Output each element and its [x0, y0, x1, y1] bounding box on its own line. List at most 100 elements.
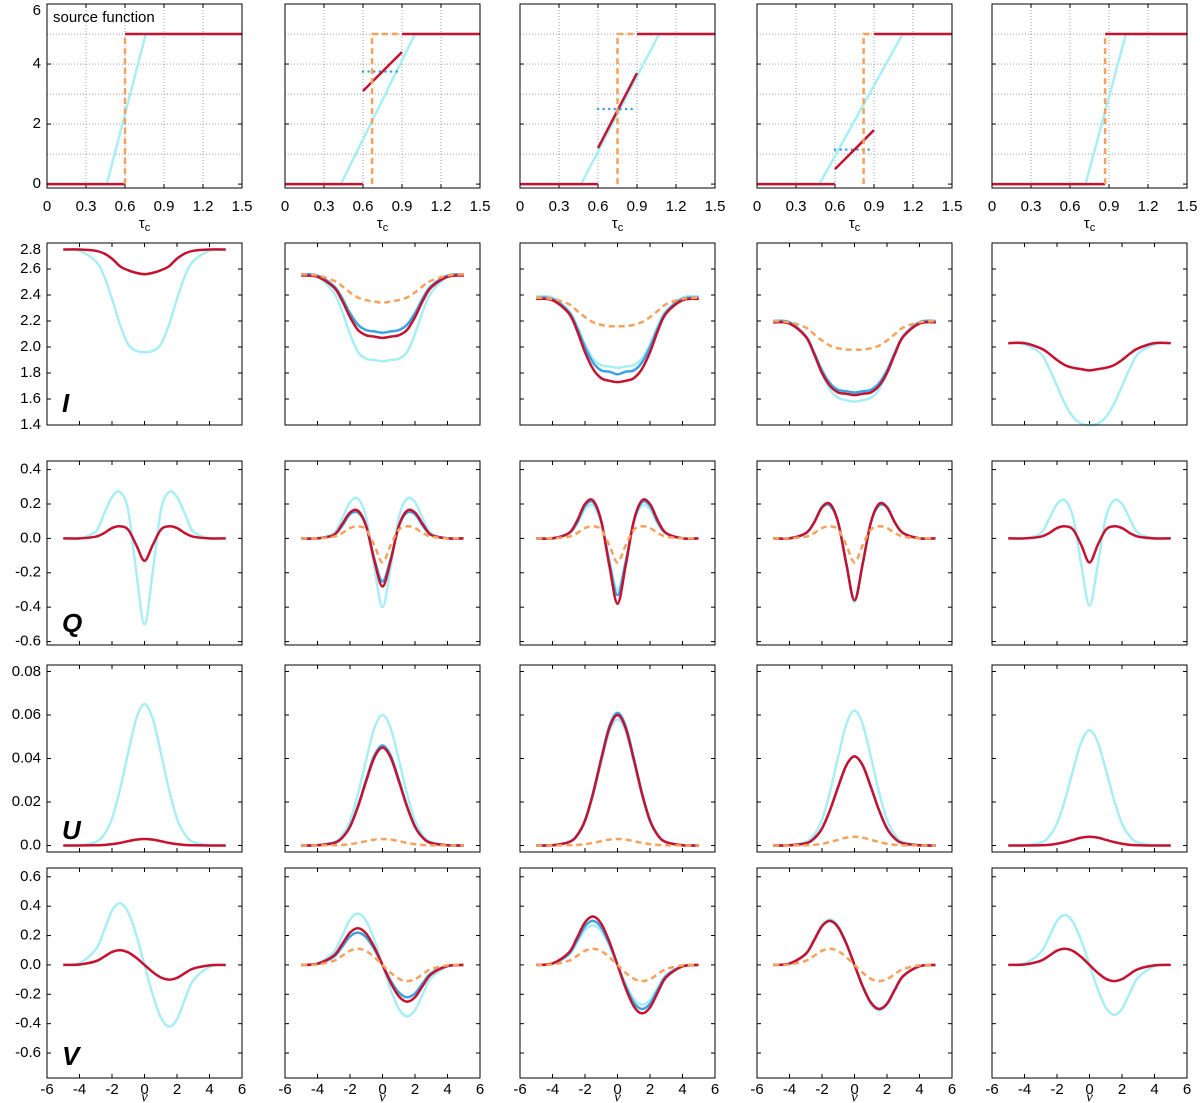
x-tick-label: 4	[915, 1081, 923, 1098]
data-line	[773, 503, 936, 602]
x-tick-label: 0.3	[786, 198, 807, 215]
data-line	[1008, 525, 1171, 564]
data-line	[301, 272, 464, 305]
plot-frame	[284, 664, 481, 853]
x-tick-label: 0.9	[864, 198, 885, 215]
x-tick-label: -6	[40, 1081, 53, 1098]
plot-frame	[991, 242, 1188, 426]
x-tick-label: -4	[1018, 1081, 1031, 1098]
data-line	[773, 320, 936, 397]
y-tick-label: 0.06	[12, 706, 41, 723]
plot-frame	[756, 867, 953, 1079]
y-tick-label: 2.0	[20, 338, 41, 355]
x-axis-label: v	[1086, 1089, 1093, 1103]
data-line	[1008, 728, 1171, 847]
data-line	[63, 837, 226, 847]
panel-label: Q	[62, 608, 82, 638]
x-axis-label: v	[614, 1089, 621, 1103]
y-tick-label: 0.0	[20, 956, 41, 973]
data-line	[536, 294, 699, 370]
y-tick-label: -0.4	[15, 598, 41, 615]
x-tick-label: 6	[476, 1081, 484, 1098]
data-line	[285, 32, 480, 186]
plot-frame	[46, 664, 243, 853]
x-axis-label: τc	[849, 215, 861, 234]
x-tick-label: -6	[985, 1081, 998, 1098]
panel-label: U	[62, 815, 82, 845]
x-tick-label: 0.3	[1021, 198, 1042, 215]
x-tick-label: 6	[948, 1081, 956, 1098]
data-line	[63, 490, 226, 626]
x-tick-label: 4	[205, 1081, 213, 1098]
x-tick-label: -2	[815, 1081, 828, 1098]
plot-frame	[519, 460, 716, 646]
data-line	[773, 709, 936, 847]
data-line	[773, 319, 936, 351]
x-tick-label: 0.3	[76, 198, 97, 215]
x-tick-label: -4	[73, 1081, 86, 1098]
x-axis-label: v	[379, 1089, 386, 1103]
data-line	[992, 32, 1187, 186]
data-line	[47, 32, 242, 186]
x-tick-label: -6	[278, 1081, 291, 1098]
x-tick-label: 0	[613, 1081, 621, 1098]
plot-frame	[284, 242, 481, 426]
plot-frame	[519, 3, 716, 189]
y-tick-label: 6	[33, 2, 41, 19]
data-line	[536, 499, 699, 597]
plot-frame	[284, 460, 481, 646]
data-line	[773, 835, 936, 847]
x-tick-label: 1.2	[666, 198, 687, 215]
y-tick-label: 0.6	[20, 868, 41, 885]
y-tick-label: 2	[33, 115, 41, 132]
plot-frame	[46, 867, 243, 1079]
x-tick-label: 0	[753, 198, 761, 215]
y-tick-label: 0.2	[20, 495, 41, 512]
data-line	[536, 296, 699, 328]
x-tick-label: 0.9	[392, 198, 413, 215]
y-tick-label: 0.4	[20, 897, 41, 914]
x-tick-label: 0	[140, 1081, 148, 1098]
data-line	[63, 525, 226, 562]
y-tick-label: 0.2	[20, 927, 41, 944]
y-tick-label: 0.0	[20, 529, 41, 546]
plot-frame	[46, 3, 243, 189]
y-tick-label: -0.4	[15, 1015, 41, 1032]
panel-label: I	[62, 388, 70, 418]
x-tick-label: 4	[678, 1081, 686, 1098]
x-tick-label: 1.5	[232, 198, 253, 215]
data-line	[1008, 341, 1171, 372]
data-line	[536, 718, 699, 847]
x-tick-label: 0.9	[627, 198, 648, 215]
y-tick-label: -0.2	[15, 985, 41, 1002]
y-tick-label: 2.6	[20, 260, 41, 277]
plot-frame	[756, 3, 953, 189]
x-tick-label: 0	[516, 198, 524, 215]
plot-frame	[991, 3, 1188, 189]
data-line	[301, 837, 464, 847]
x-tick-label: 2	[646, 1081, 654, 1098]
x-tick-label: 0.9	[1099, 198, 1120, 215]
plot-frame	[46, 242, 243, 426]
data-line	[63, 248, 226, 354]
y-tick-label: 1.6	[20, 390, 41, 407]
data-line	[773, 755, 936, 847]
y-tick-label: 2.4	[20, 286, 41, 303]
x-tick-label: 0.6	[588, 198, 609, 215]
data-line	[301, 508, 464, 588]
x-tick-label: 0	[1085, 1081, 1093, 1098]
x-tick-label: -4	[311, 1081, 324, 1098]
y-tick-label: 0.4	[20, 461, 41, 478]
data-line	[370, 32, 402, 185]
data-line	[1008, 498, 1171, 607]
y-tick-label: 0.08	[12, 663, 41, 680]
x-tick-label: 0.3	[549, 198, 570, 215]
x-tick-label: 1.5	[942, 198, 963, 215]
panel-annotation: source function	[53, 9, 155, 26]
x-tick-label: 0.6	[1060, 198, 1081, 215]
data-line	[536, 297, 699, 384]
x-tick-label: 4	[443, 1081, 451, 1098]
y-tick-label: 2.2	[20, 312, 41, 329]
data-line	[536, 503, 699, 592]
plot-frame	[756, 460, 953, 646]
